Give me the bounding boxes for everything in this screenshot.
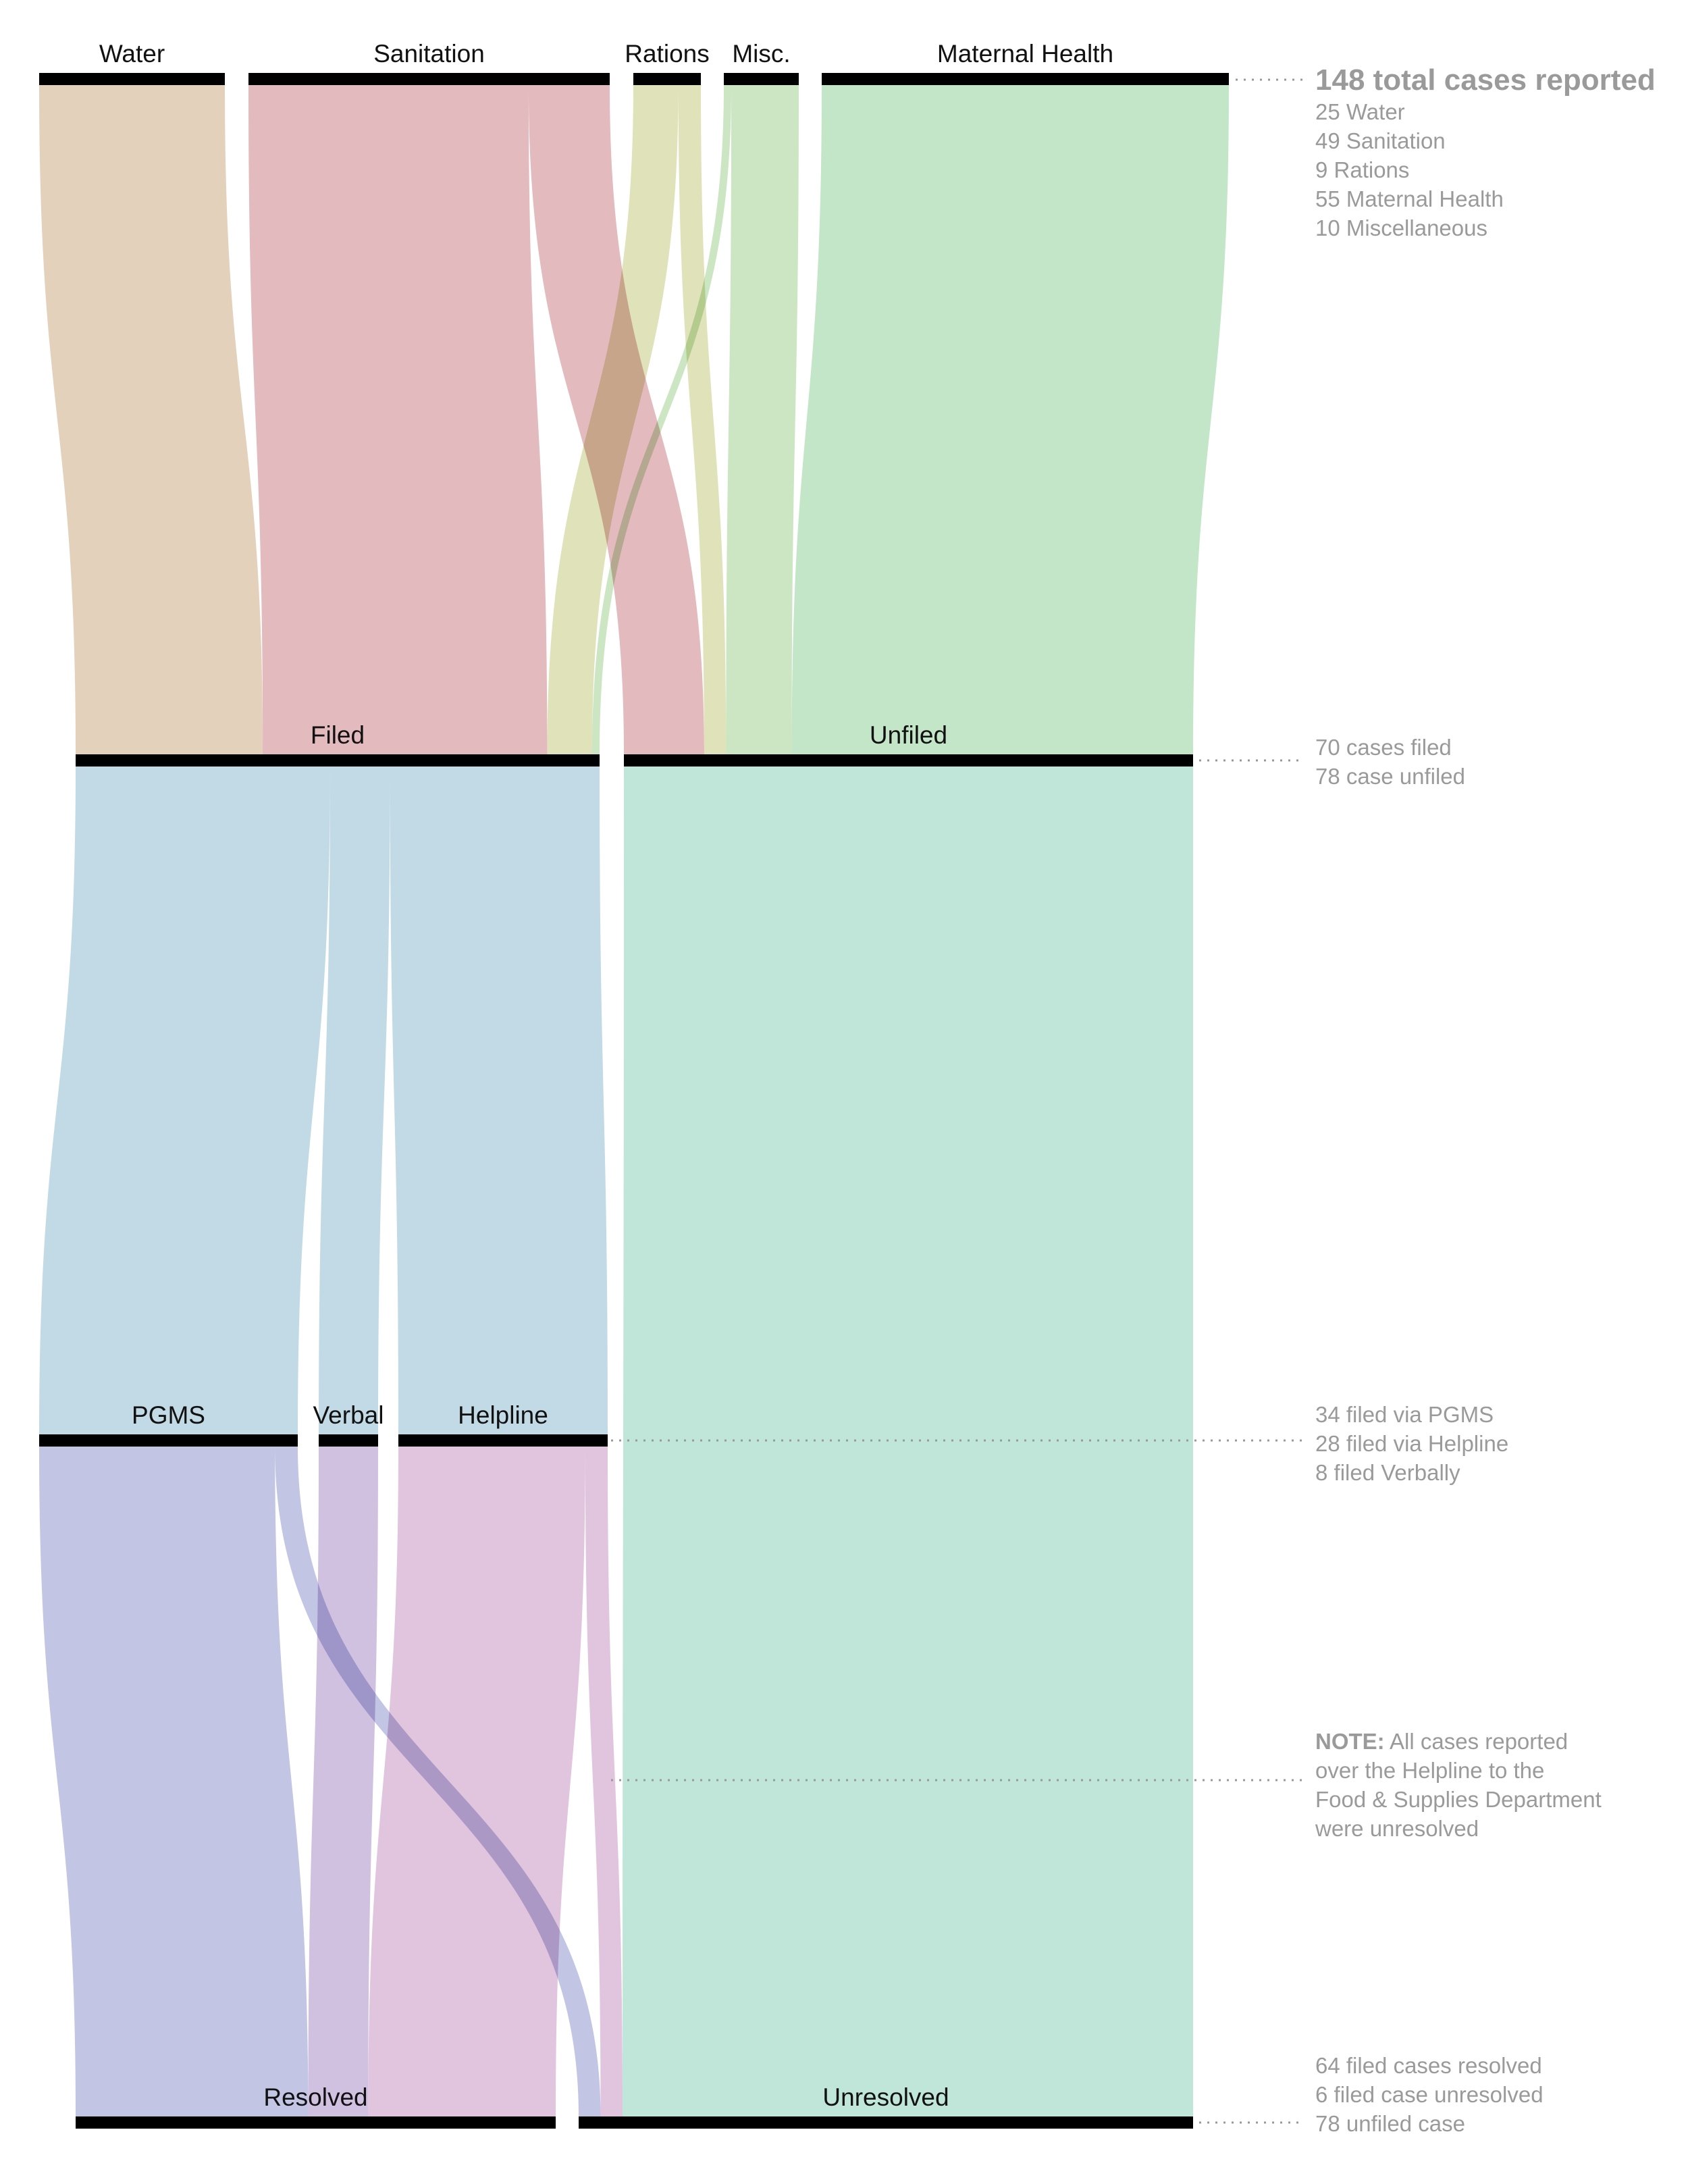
flow-unfiled-to-unresolved bbox=[623, 766, 1193, 2116]
flow-filed-to-helpline bbox=[390, 766, 608, 1434]
flow-maternal-to-unfiled bbox=[791, 85, 1229, 754]
sources-annotation-line: 25 Water bbox=[1315, 99, 1405, 124]
note-annotation-line: NOTE: All cases reported bbox=[1315, 1729, 1568, 1754]
outcomes-annotation: 64 filed cases resolved 6 filed case unr… bbox=[1315, 2053, 1544, 2136]
note-text: All cases reported bbox=[1385, 1729, 1568, 1754]
sources-annotation-line: 49 Sanitation bbox=[1315, 128, 1446, 153]
flow-helpline-to-resolved bbox=[368, 1447, 585, 2116]
sources-annotation-line: 9 Rations bbox=[1315, 157, 1409, 182]
node-bar-rations bbox=[633, 73, 701, 85]
flow-misc-to-filed bbox=[591, 85, 732, 754]
node-bar-resolved bbox=[76, 2116, 556, 2129]
node-bar-verbal bbox=[319, 1434, 378, 1447]
outcomes-annotation-line: 6 filed case unresolved bbox=[1315, 2082, 1544, 2107]
node-label-resolved: Resolved bbox=[263, 2083, 367, 2111]
flow-pgms-to-resolved bbox=[39, 1447, 309, 2116]
flow-misc-to-unfiled bbox=[726, 85, 799, 754]
flow-filed-to-pgms bbox=[39, 766, 330, 1434]
node-label-pgms: PGMS bbox=[132, 1401, 205, 1429]
node-bar-unresolved bbox=[579, 2116, 1193, 2129]
note-annotation-line: Food & Supplies Department bbox=[1315, 1787, 1602, 1812]
node-bar-water bbox=[39, 73, 225, 85]
channels-annotation-line: 8 filed Verbally bbox=[1315, 1460, 1460, 1485]
flow-rations-to-unfiled bbox=[678, 85, 727, 754]
filing-annotation: 70 cases filed 78 case unfiled bbox=[1315, 735, 1465, 789]
leader-lines-layer bbox=[611, 78, 1303, 2124]
outcomes-annotation-line: 64 filed cases resolved bbox=[1315, 2053, 1542, 2078]
flow-filed-to-verbal bbox=[319, 766, 390, 1434]
channels-annotation: 34 filed via PGMS 28 filed via Helpline … bbox=[1315, 1402, 1508, 1485]
node-bar-helpline bbox=[398, 1434, 608, 1447]
note-annotation: NOTE: All cases reported over the Helpli… bbox=[1315, 1729, 1602, 1841]
node-label-water: Water bbox=[99, 40, 165, 68]
flows-layer bbox=[39, 85, 1229, 2116]
flow-verbal-to-resolved bbox=[308, 1447, 378, 2116]
flow-rations-to-filed bbox=[547, 85, 679, 754]
sources-annotation-line: 55 Maternal Health bbox=[1315, 186, 1504, 211]
node-label-rations: Rations bbox=[625, 40, 709, 68]
node-bar-misc bbox=[724, 73, 799, 85]
node-bar-unfiled bbox=[624, 754, 1193, 766]
node-labels-layer: Water Sanitation Rations Misc. Maternal Heal… bbox=[99, 40, 1113, 2111]
node-label-verbal: Verbal bbox=[313, 1401, 384, 1429]
flow-water-to-filed bbox=[39, 85, 263, 754]
node-bar-pgms bbox=[39, 1434, 298, 1447]
flow-sanitation-to-filed bbox=[248, 85, 548, 754]
node-label-maternal: Maternal Health bbox=[937, 40, 1113, 68]
node-label-unresolved: Unresolved bbox=[822, 2083, 949, 2111]
sources-annotation: 148 total cases reported 25 Water 49 San… bbox=[1315, 63, 1656, 240]
channels-annotation-line: 28 filed via Helpline bbox=[1315, 1431, 1508, 1456]
total-cases-headline: 148 total cases reported bbox=[1315, 63, 1656, 97]
filing-annotation-line: 78 case unfiled bbox=[1315, 764, 1465, 789]
channels-annotation-line: 34 filed via PGMS bbox=[1315, 1402, 1494, 1427]
note-prefix: NOTE: bbox=[1315, 1729, 1385, 1754]
node-bar-filed bbox=[76, 754, 600, 766]
node-bars-layer bbox=[39, 73, 1229, 2129]
filing-annotation-line: 70 cases filed bbox=[1315, 735, 1452, 760]
sources-annotation-line: 10 Miscellaneous bbox=[1315, 215, 1487, 240]
node-label-sanitation: Sanitation bbox=[373, 40, 485, 68]
node-label-filed: Filed bbox=[311, 721, 365, 749]
node-bar-sanitation bbox=[248, 73, 610, 85]
flow-helpline-to-unresolved bbox=[585, 1447, 623, 2116]
note-annotation-line: were unresolved bbox=[1315, 1816, 1479, 1841]
outcomes-annotation-line: 78 unfiled case bbox=[1315, 2111, 1465, 2136]
node-bar-maternal bbox=[822, 73, 1229, 85]
node-label-unfiled: Unfiled bbox=[870, 721, 947, 749]
node-label-misc: Misc. bbox=[732, 40, 790, 68]
note-annotation-line: over the Helpline to the bbox=[1315, 1758, 1544, 1783]
node-label-helpline: Helpline bbox=[458, 1401, 548, 1429]
